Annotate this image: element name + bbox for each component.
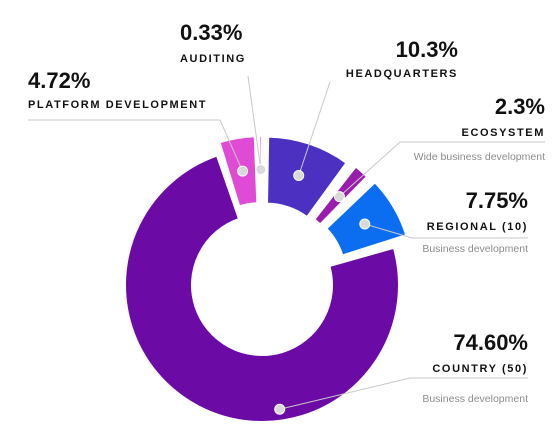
category-label-ecosystem: ECOSYSTEM (462, 127, 545, 139)
leader-line-ecosystem (339, 141, 545, 197)
marker-dot-regional (359, 218, 371, 230)
slice-country[interactable] (124, 154, 400, 423)
donut-slices (124, 135, 408, 423)
marker-dot-platform (237, 165, 249, 177)
slice-headquarters[interactable] (266, 135, 348, 219)
marker-dot-auditing (255, 164, 267, 176)
slice-labels: 10.3% HEADQUARTERS 2.3% ECOSYSTEM Wide busin… (28, 20, 545, 405)
marker-dot-ecosystem (333, 191, 345, 203)
pct-label-auditing: 0.33% (180, 20, 242, 45)
sub-label-country: Business development (422, 393, 528, 405)
category-label-headquarters: HEADQUARTERS (346, 68, 458, 80)
leader-lines (28, 75, 545, 415)
category-label-regional: REGIONAL (10) (427, 221, 528, 233)
leader-line-platform (28, 119, 244, 172)
marker-dot-headquarters (293, 169, 305, 181)
sub-label-ecosystem: Wide business development (414, 151, 545, 163)
leader-line-auditing (247, 75, 262, 170)
category-label-country: COUNTRY (50) (432, 363, 528, 375)
leader-line-country (279, 377, 528, 410)
category-label-platform: PLATFORM DEVELOPMENT (28, 99, 207, 111)
pct-label-country: 74.60% (453, 330, 528, 355)
pct-label-regional: 7.75% (466, 188, 528, 213)
category-label-auditing: AUDITING (180, 53, 246, 65)
pct-label-headquarters: 10.3% (396, 37, 458, 62)
pct-label-ecosystem: 2.3% (495, 94, 545, 119)
leader-line-headquarters (298, 81, 331, 176)
pct-label-platform: 4.72% (28, 68, 90, 93)
leader-line-regional (364, 223, 528, 239)
sub-label-regional: Business development (422, 243, 528, 255)
marker-dot-country (274, 403, 286, 415)
